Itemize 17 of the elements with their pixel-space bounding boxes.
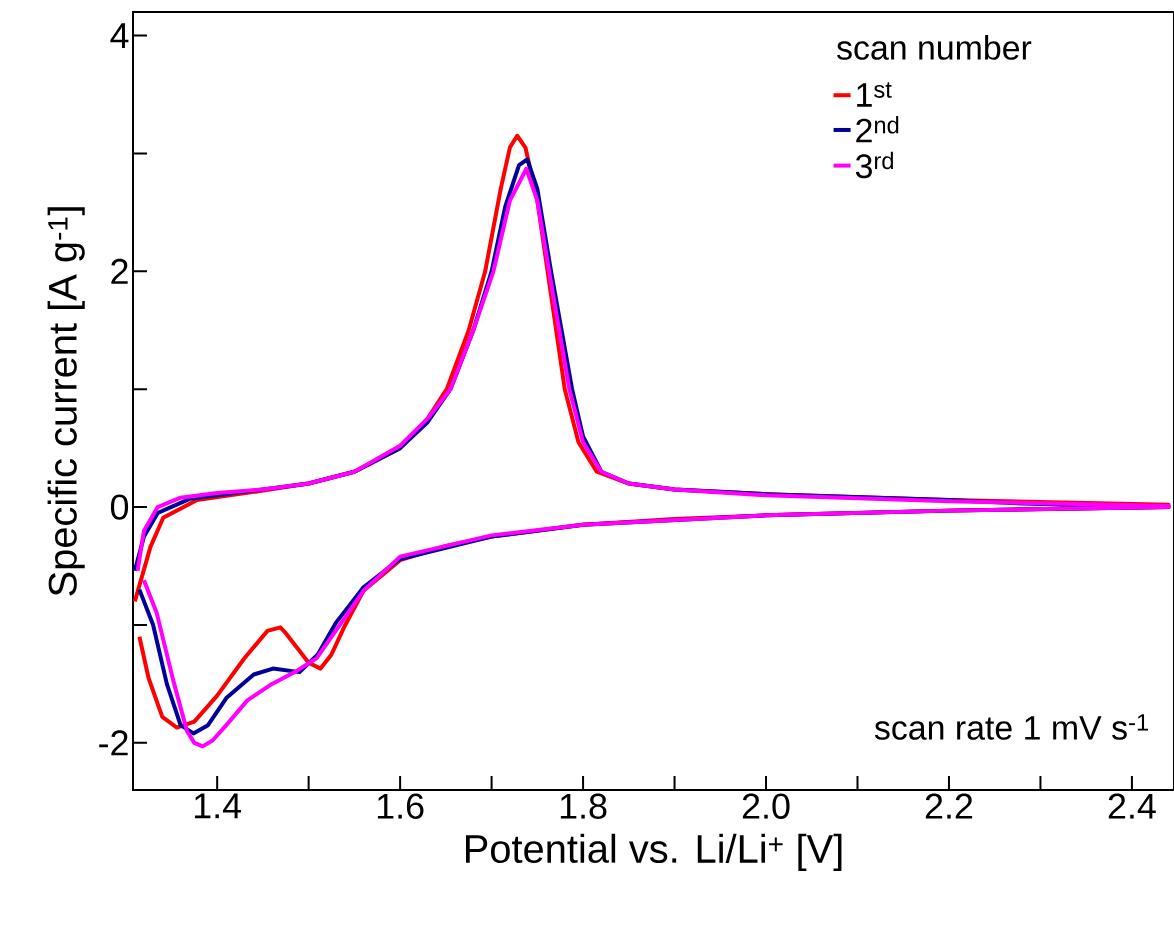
x-axis-title: Potential vs. Li/Li$^{+}$ [V] xyxy=(466,833,842,871)
x-tick-label: 2.4 xyxy=(1108,793,1156,819)
y-tick-label: 2 xyxy=(111,258,128,284)
y-axis-title: Specific current [A g$^{-1}$] xyxy=(47,207,85,596)
legend-label: 1$^{st}$ xyxy=(857,82,892,107)
x-tick-label: 1.6 xyxy=(377,793,424,819)
y-tick-label: 0 xyxy=(110,494,129,520)
annotation: scan rate 1 mV s$^{-1}$ xyxy=(874,714,1148,740)
x-tick-label: 2.2 xyxy=(925,793,973,819)
legend-title: scan number xyxy=(837,34,1032,60)
x-tick-label: 1.8 xyxy=(560,793,607,819)
legend-label: 2$^{nd}$ xyxy=(856,116,899,143)
x-tick-label: 1.4 xyxy=(194,793,242,819)
legend-label: 3$^{rd}$ xyxy=(855,151,893,179)
y-tick-label: 4 xyxy=(110,23,129,48)
x-tick-label: 2.0 xyxy=(742,793,790,819)
y-tick-label: -2 xyxy=(99,730,128,756)
